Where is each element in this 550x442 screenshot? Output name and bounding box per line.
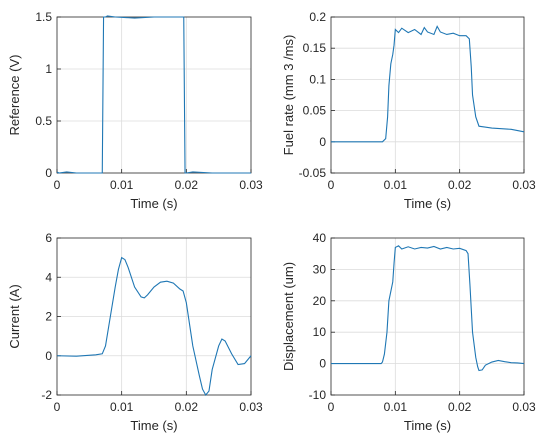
- y-tick-label: -2: [41, 388, 52, 402]
- x-tick-label: 0: [328, 178, 335, 192]
- series-line: [56, 15, 251, 174]
- x-tick-label: 0.01: [110, 400, 134, 414]
- y-tick-label: 0.15: [303, 41, 327, 55]
- x-axis-label: Time (s): [130, 418, 177, 433]
- axes-frame: [56, 16, 252, 174]
- x-tick-label: 0.02: [448, 178, 472, 192]
- y-axis-label: Current (A): [7, 284, 22, 348]
- x-tick-label: 0.03: [239, 178, 263, 192]
- y-tick-label: 40: [313, 231, 327, 245]
- y-tick-label: 4: [45, 270, 52, 284]
- x-tick-label: 0.03: [512, 400, 536, 414]
- x-tick-label: 0.02: [448, 400, 472, 414]
- y-tick-label: -0.05: [299, 166, 327, 180]
- x-tick-label: 0.03: [239, 400, 263, 414]
- y-tick-label: 0: [45, 166, 52, 180]
- y-tick-label: 0.05: [303, 104, 327, 118]
- x-tick-label: 0: [54, 178, 61, 192]
- y-tick-label: 20: [313, 294, 327, 308]
- axes-frame: [330, 16, 525, 174]
- y-tick-label: 0.5: [35, 114, 52, 128]
- x-tick-label: 0.01: [384, 400, 408, 414]
- y-tick-label: 0.1: [309, 72, 326, 86]
- axes-frame: [330, 237, 525, 396]
- series-line: [56, 256, 252, 396]
- x-tick-label: 0.03: [512, 178, 536, 192]
- y-tick-label: 2: [45, 310, 52, 324]
- y-axis-label: Reference (V): [7, 55, 22, 136]
- x-tick-label: 0.01: [110, 178, 134, 192]
- x-axis-label: Time (s): [404, 418, 451, 433]
- y-axis-label: Displacement (um): [281, 262, 296, 371]
- y-tick-label: -10: [309, 388, 327, 402]
- x-tick-label: 0.01: [384, 178, 408, 192]
- x-tick-label: 0.02: [175, 178, 199, 192]
- series-line: [331, 25, 525, 143]
- x-axis-label: Time (s): [404, 196, 451, 211]
- x-axis-label: Time (s): [130, 196, 177, 211]
- y-tick-label: 0: [319, 357, 326, 371]
- series-line: [331, 245, 525, 372]
- y-tick-label: 1: [45, 62, 52, 76]
- y-tick-label: 0: [45, 349, 52, 363]
- subplot-1: 0 0.01 0.02 0.03 0 0.5 1 1.5 Time (s) Reference (…: [7, 10, 263, 211]
- x-tick-label: 0: [328, 400, 335, 414]
- y-tick-label: 0: [319, 135, 326, 149]
- x-tick-label: 0.02: [175, 400, 199, 414]
- y-tick-label: 1.5: [35, 10, 52, 24]
- y-tick-label: 30: [313, 262, 327, 276]
- x-tick-label: 0: [54, 400, 61, 414]
- axes-frame: [56, 237, 252, 396]
- y-tick-label: 6: [45, 231, 52, 245]
- y-tick-label: 0.2: [309, 10, 326, 24]
- y-axis-label: Fuel rate (mm 3 /ms): [281, 35, 296, 156]
- y-tick-label: 10: [313, 325, 327, 339]
